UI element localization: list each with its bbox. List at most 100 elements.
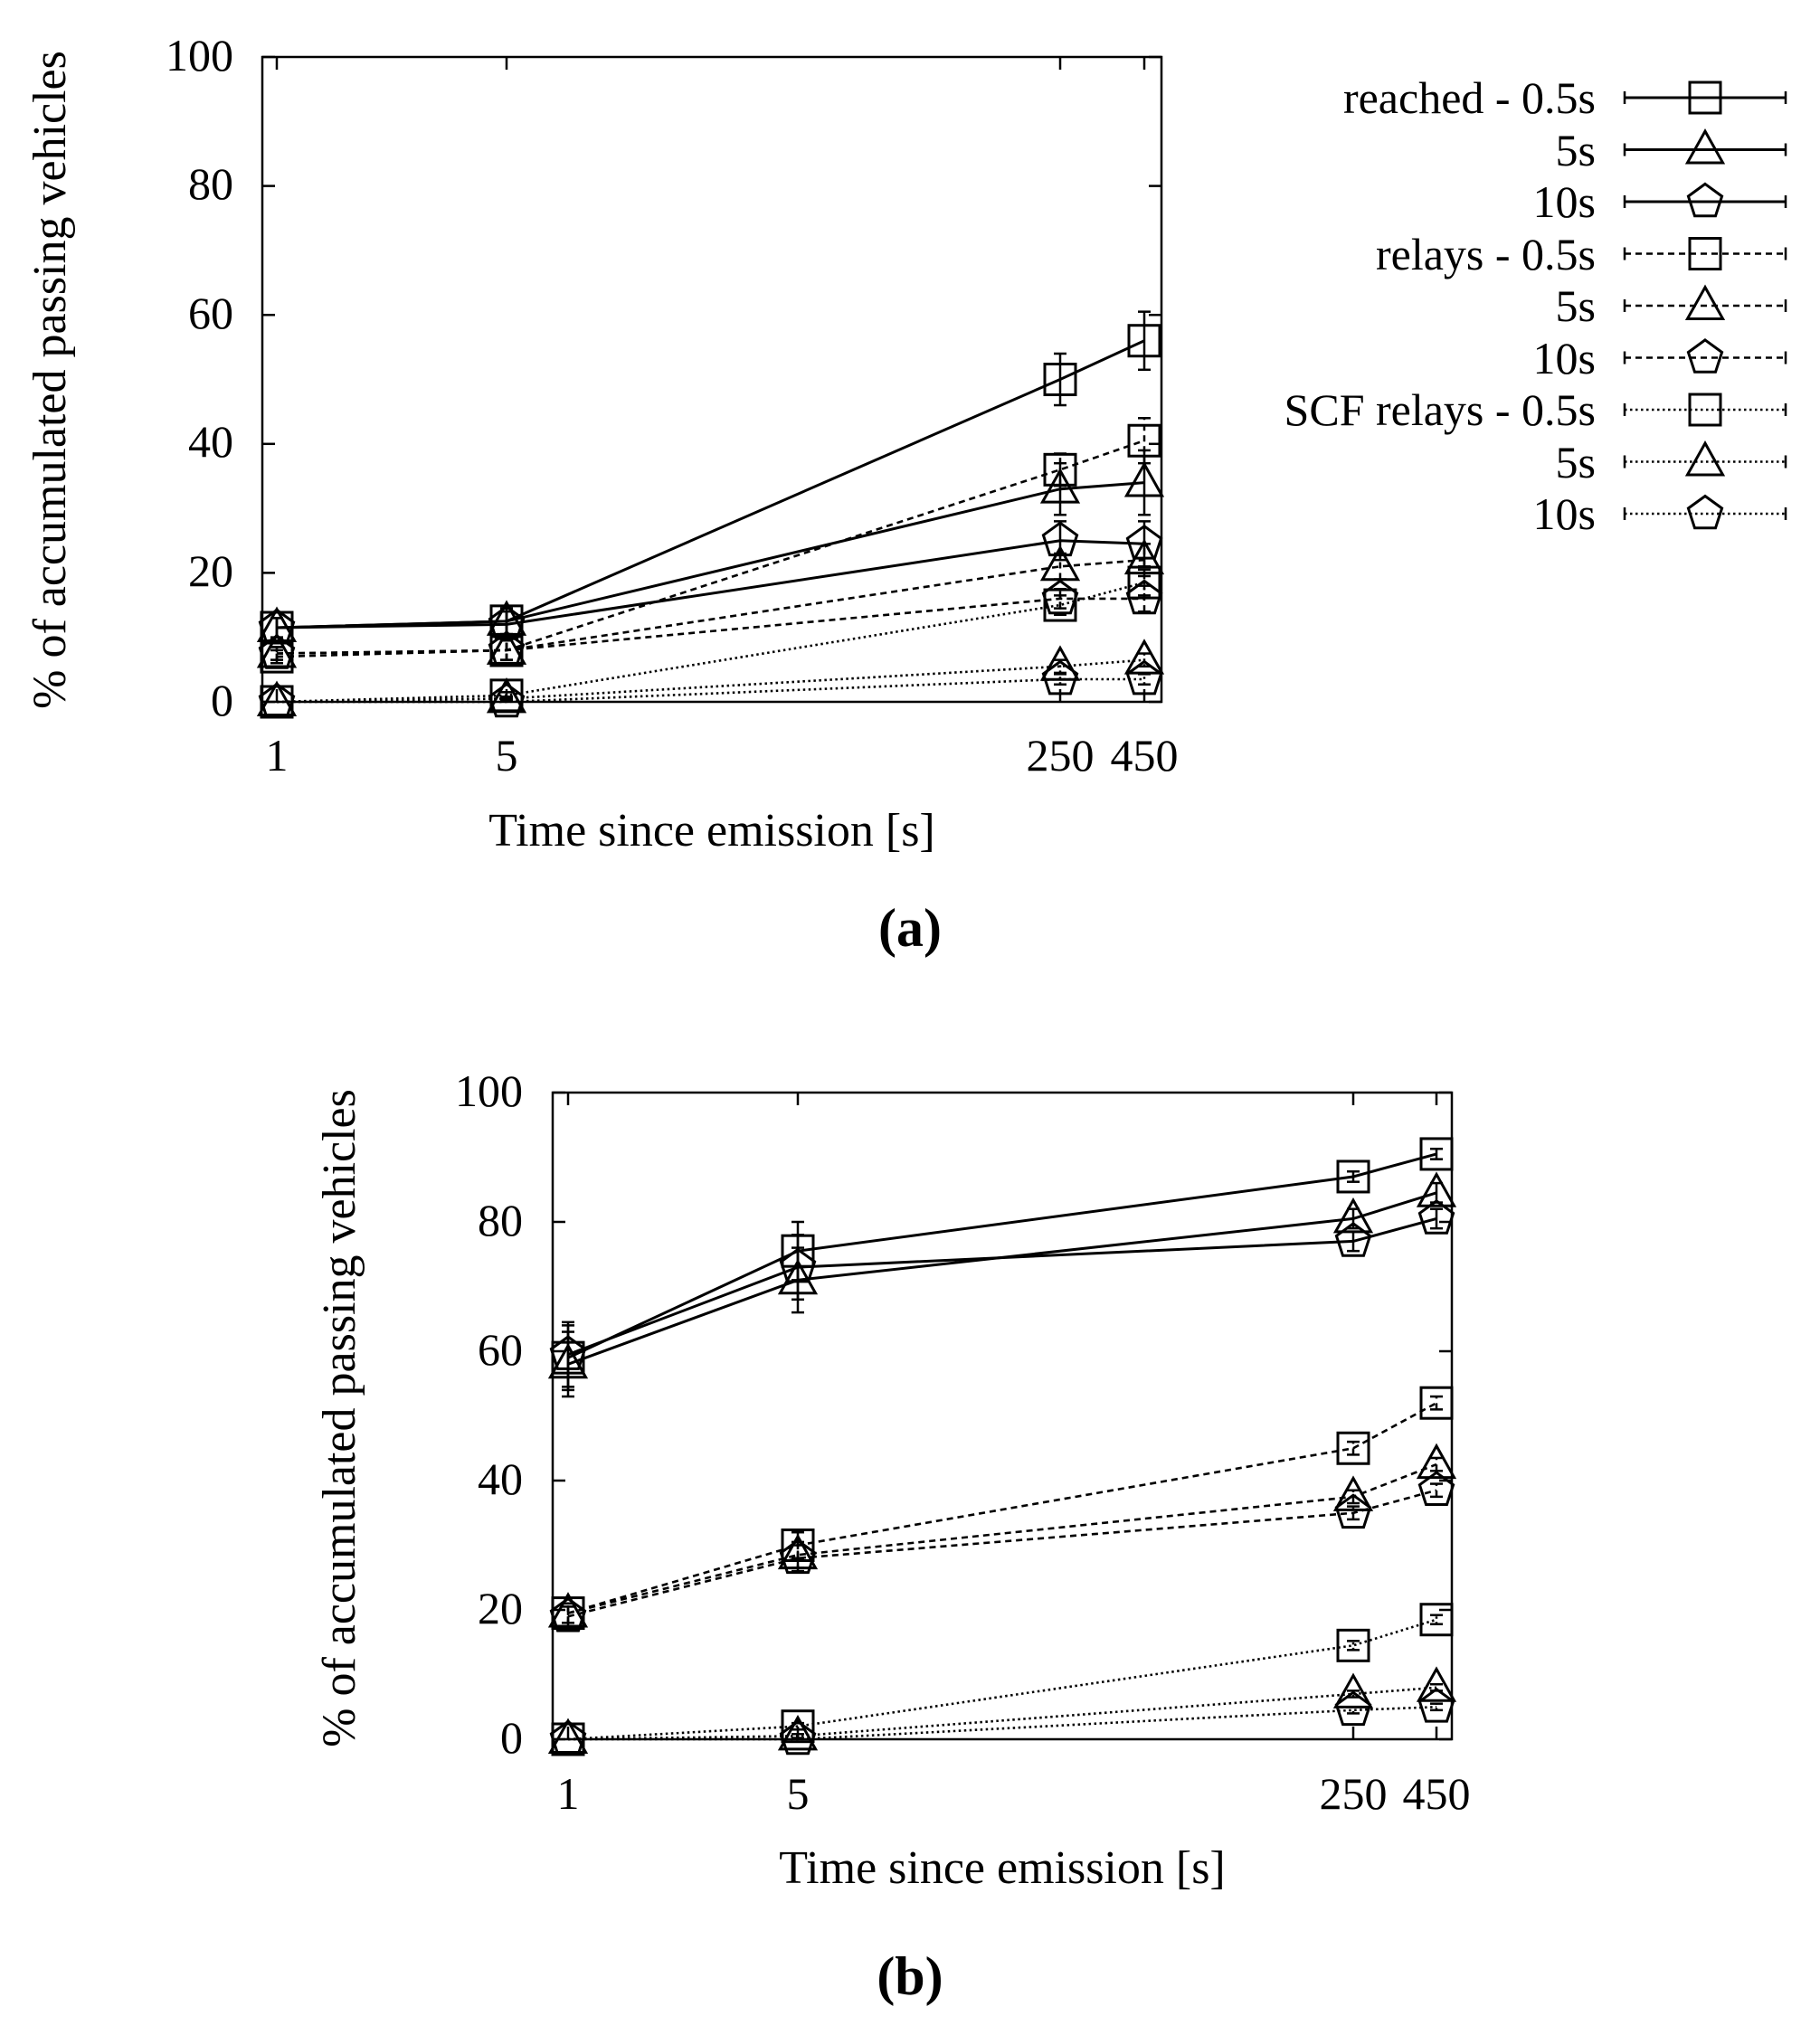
marker-square [1688,393,1722,427]
series-line [276,597,1144,655]
marker-square [1043,452,1077,487]
series-line [567,1402,1437,1614]
series-line [276,539,1145,629]
y-tick-label: 40 [478,1453,523,1504]
y-tick-label: 60 [188,288,233,338]
series-line [567,1216,1437,1357]
marker-pentagon [1125,524,1163,560]
caption-b: (b) [877,1946,943,2006]
y-tick-label: 100 [166,30,233,80]
marker-square [1419,1137,1454,1171]
series-line [276,581,1145,704]
marker-pentagon [488,682,526,718]
marker-pentagon [779,1247,817,1283]
marker-pentagon [1686,338,1724,374]
legend-label: 10s [1533,176,1596,227]
series-line [568,1706,1437,1741]
marker-pentagon [1686,494,1724,530]
series-line [567,1191,1437,1366]
marker-triangle [1416,1443,1457,1480]
marker-square [1043,363,1077,396]
marker-triangle [1416,1171,1457,1207]
marker-square [1419,1386,1454,1420]
legend: reached - 0.5s 5s 10s relays - 0.5s 5s 1… [1284,72,1787,539]
marker-triangle [1123,461,1165,497]
series-line [567,1686,1437,1741]
series [549,1199,1455,1388]
x-tick-label: 450 [1111,730,1179,781]
series [549,1471,1455,1633]
marker-pentagon [779,1538,817,1575]
legend-label: 10s [1533,333,1596,383]
y-tick-label: 80 [478,1195,523,1245]
marker-square [1336,1628,1370,1662]
legend-label: 5s [1556,437,1596,487]
legend-label: relays - 0.5s [1376,229,1596,279]
legend-label: SCF relays - 0.5s [1284,384,1596,435]
marker-triangle [1039,645,1081,681]
marker-pentagon [258,682,296,718]
x-tick-label: 1 [557,1768,580,1819]
x-tick-label: 450 [1403,1768,1471,1819]
plot-area-b [547,1091,1457,1756]
marker-square [1127,565,1161,600]
marker-pentagon [1417,1199,1455,1235]
series-line [276,658,1145,704]
x-tick-label: 5 [787,1768,810,1819]
legend-label: 5s [1556,280,1596,331]
marker-square [1336,1431,1370,1465]
marker-triangle [486,677,527,714]
y-tick-label: 0 [211,675,233,725]
marker-pentagon [779,1719,817,1756]
x-axis-label-b: Time since emission [s] [779,1842,1226,1894]
y-ticks-a: 0 20 40 60 80 100 [166,30,233,725]
legend-label: 5s [1556,125,1596,175]
plot-frame-a [261,55,1163,704]
marker-triangle [1684,440,1726,477]
marker-pentagon [488,630,526,667]
marker-triangle [1684,284,1726,320]
chart-b: 0 20 40 60 80 100 1 5 250 450 Time since… [314,1065,1471,2006]
marker-pentagon [1334,1222,1372,1257]
legend-label: reached - 0.5s [1343,72,1596,123]
y-tick-label: 0 [500,1712,523,1763]
y-tick-label: 100 [455,1065,523,1116]
marker-pentagon [549,1596,587,1633]
marker-pentagon [1417,1471,1455,1506]
y-axis-label-a: % of accumulated passing vehicles [24,51,76,709]
x-tick-label: 250 [1027,730,1095,781]
marker-triangle [777,1714,819,1751]
legend-label: 10s [1533,488,1596,539]
y-tick-label: 20 [478,1583,523,1633]
marker-pentagon [549,1719,587,1756]
x-tick-label: 5 [496,730,518,781]
x-axis-label-a: Time since emission [s] [488,805,935,857]
series-line [567,1152,1437,1359]
marker-pentagon [1334,1690,1372,1727]
series [258,659,1163,718]
series-line [567,1489,1437,1618]
x-ticks-a: 1 5 250 450 [266,730,1179,781]
y-tick-label: 40 [188,416,233,467]
marker-pentagon [1334,1493,1372,1529]
marker-pentagon [1041,659,1079,696]
y-tick-label: 80 [188,158,233,209]
marker-square [1336,1159,1370,1194]
marker-triangle [1416,1666,1457,1702]
series-line [277,677,1144,704]
marker-pentagon [258,634,296,669]
series-line [276,481,1145,629]
series-line [567,1462,1437,1614]
x-ticks-b: 1 5 250 450 [557,1768,1471,1819]
marker-square [1688,80,1722,115]
y-axis-label-b: % of accumulated passing vehicles [314,1089,365,1747]
y-ticks-b: 0 20 40 60 80 100 [455,1065,523,1763]
marker-square [781,1529,815,1562]
marker-triangle [1684,128,1726,165]
marker-square [1127,324,1161,358]
x-tick-label: 1 [266,730,289,781]
marker-pentagon [1125,659,1163,696]
caption-a: (a) [878,898,942,958]
marker-pentagon [488,605,526,640]
